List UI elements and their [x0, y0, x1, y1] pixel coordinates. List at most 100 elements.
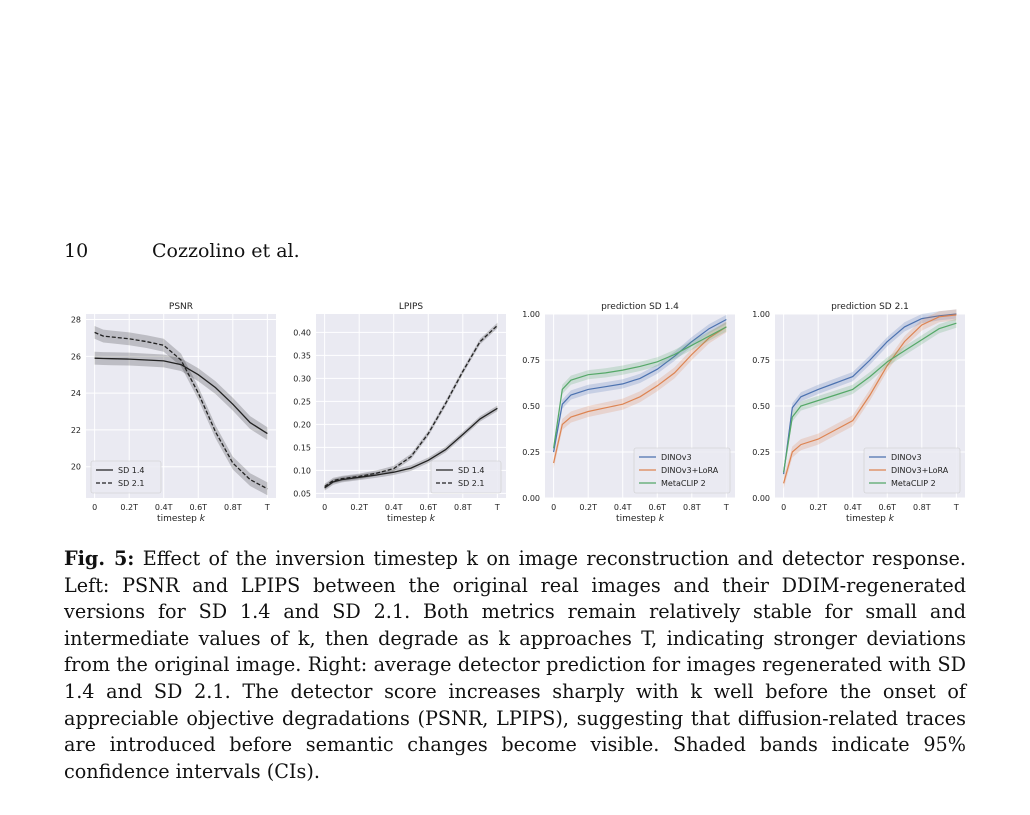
ci-band — [94, 326, 268, 496]
legend-label: DINOv3+LoRA — [891, 466, 949, 475]
legend: DINOv3 DINOv3+LoRA MetaCLIP 2 — [863, 447, 961, 494]
figure-caption: Fig. 5: Effect of the inversion timestep… — [64, 546, 966, 785]
x-tick-label: 0.6T — [648, 503, 666, 512]
x-tick-label: 0 — [322, 503, 327, 512]
x-tick-label: 0.4T — [844, 503, 862, 512]
x-tick-label: T — [953, 503, 959, 512]
y-tick-label: 0.25 — [522, 448, 540, 457]
series-line — [553, 318, 727, 453]
y-tick-label: 28 — [71, 316, 81, 325]
chart-title: LPIPS — [399, 302, 424, 312]
x-tick-label: 0.4T — [614, 503, 632, 512]
x-tick-label: 0.4T — [385, 503, 403, 512]
y-tick-label: 0.00 — [752, 494, 770, 503]
y-tick-label: 0.15 — [293, 443, 311, 452]
series-line — [94, 357, 268, 435]
chart-panel-2: 0 0.2T 0.4T 0.6T 0.8T T 0.05 0.10 0.15 0.20 0.25 0.… — [293, 302, 506, 524]
running-title: Cozzolino et al. — [152, 240, 300, 262]
y-tick-label: 0.75 — [522, 356, 540, 365]
legend-box — [863, 447, 961, 494]
x-axis-label: timestep k — [157, 514, 206, 524]
series-line — [783, 313, 957, 475]
legend-label: DINOv3 — [661, 453, 692, 462]
chart-title: PSNR — [169, 302, 193, 312]
x-tick-label: 0 — [92, 503, 97, 512]
x-tick-label: 0.2T — [350, 503, 368, 512]
y-tick-label: 0.10 — [293, 466, 311, 475]
x-tick-label: 0.6T — [878, 503, 896, 512]
ci-band — [783, 309, 957, 489]
x-tick-label: T — [723, 503, 729, 512]
x-axis-label: timestep k — [846, 514, 895, 524]
legend-label: DINOv3 — [891, 453, 922, 462]
x-tick-label: 0.8T — [454, 503, 472, 512]
y-tick-label: 26 — [71, 352, 81, 361]
y-tick-label: 0.25 — [752, 448, 770, 457]
y-tick-label: 0.30 — [293, 374, 311, 383]
x-tick-label: 0.6T — [189, 503, 207, 512]
y-tick-label: 0.00 — [522, 494, 540, 503]
chart-panel-4: 0 0.2T 0.4T 0.6T 0.8T T 0.00 0.25 0.50 0.75 1.00 pr… — [752, 302, 965, 524]
chart-title: prediction SD 1.4 — [601, 302, 679, 312]
series-line — [783, 314, 957, 484]
x-tick-label: T — [494, 503, 500, 512]
ci-band — [94, 351, 268, 440]
legend-label: MetaCLIP 2 — [661, 479, 706, 488]
legend-label: MetaCLIP 2 — [891, 479, 936, 488]
x-tick-label: T — [264, 503, 270, 512]
page-number: 10 — [64, 240, 89, 262]
x-tick-label: 0.2T — [579, 503, 597, 512]
ci-band — [553, 321, 727, 469]
x-axis-label: timestep k — [616, 514, 665, 524]
legend-label: SD 1.4 — [118, 466, 145, 475]
series-line — [553, 326, 727, 464]
x-tick-label: 0.6T — [419, 503, 437, 512]
series-line — [94, 331, 268, 490]
series-line — [783, 322, 957, 473]
legend-box — [633, 447, 731, 494]
legend-label: SD 1.4 — [458, 466, 485, 475]
legend-label: SD 2.1 — [118, 479, 145, 488]
series-line — [324, 325, 498, 488]
ci-band — [783, 318, 957, 477]
legend: SD 1.4 SD 2.1 — [430, 460, 502, 494]
legend-label: SD 2.1 — [458, 479, 485, 488]
ci-band — [324, 405, 498, 491]
y-tick-label: 0.05 — [293, 489, 311, 498]
legend-box — [90, 460, 162, 494]
legend: SD 1.4 SD 2.1 — [90, 460, 162, 494]
x-tick-label: 0 — [781, 503, 786, 512]
legend-box — [430, 460, 502, 494]
legend-label: DINOv3+LoRA — [661, 466, 719, 475]
series-line — [553, 326, 727, 449]
x-tick-label: 0.8T — [224, 503, 242, 512]
y-tick-label: 0.35 — [293, 351, 311, 360]
y-tick-label: 1.00 — [752, 310, 770, 319]
y-tick-label: 24 — [71, 389, 81, 398]
y-tick-label: 1.00 — [522, 310, 540, 319]
legend: DINOv3 DINOv3+LoRA MetaCLIP 2 — [633, 447, 731, 494]
chart-panel-3: 0 0.2T 0.4T 0.6T 0.8T T 0.00 0.25 0.50 0.75 1.00 pr… — [522, 302, 735, 524]
caption-label: Fig. 5: — [64, 547, 135, 570]
x-tick-label: 0.8T — [683, 503, 701, 512]
chart-panel-1: 0 0.2T 0.4T 0.6T 0.8T T 20 22 24 26 28 PSNR timestep… — [71, 302, 276, 524]
y-tick-label: 0.50 — [522, 402, 540, 411]
x-tick-label: 0.2T — [809, 503, 827, 512]
x-tick-label: 0.8T — [913, 503, 931, 512]
series-line — [324, 407, 498, 489]
ci-band — [553, 322, 727, 453]
x-tick-label: 0.4T — [155, 503, 173, 512]
x-tick-label: 0 — [551, 503, 556, 512]
y-tick-label: 0.20 — [293, 420, 311, 429]
y-tick-label: 0.75 — [752, 356, 770, 365]
figure-5: 0 0.2T 0.4T 0.6T 0.8T T 20 22 24 26 28 PSNR timestep… — [50, 294, 980, 534]
y-tick-label: 22 — [71, 426, 81, 435]
figure-5-plots: 0 0.2T 0.4T 0.6T 0.8T T 20 22 24 26 28 PSNR timestep… — [71, 302, 965, 524]
caption-text: Effect of the inversion timestep k on im… — [64, 547, 966, 783]
x-tick-label: 0.2T — [120, 503, 138, 512]
chart-title: prediction SD 2.1 — [831, 302, 909, 312]
y-tick-label: 20 — [71, 463, 81, 472]
y-tick-label: 0.50 — [752, 402, 770, 411]
y-tick-label: 0.40 — [293, 328, 311, 337]
y-tick-label: 0.25 — [293, 397, 311, 406]
